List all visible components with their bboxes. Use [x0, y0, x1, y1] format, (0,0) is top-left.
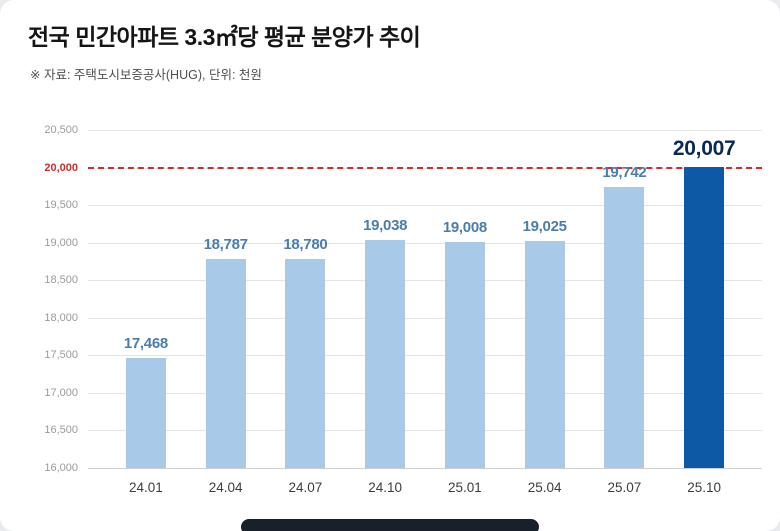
chart-source-note: ※ 자료: 주택도시보증공사(HUG), 단위: 천원: [30, 68, 262, 82]
bar-value-label: 19,038: [363, 216, 408, 234]
bar: [684, 167, 725, 468]
bar-value-label: 17,468: [123, 334, 168, 352]
x-axis-tick-label: 25.01: [447, 480, 482, 495]
y-axis-tick-label: 16,000: [44, 462, 78, 474]
y-axis-tick-label: 17,000: [44, 386, 78, 399]
y-axis-tick-label: 20,000: [44, 161, 78, 174]
y-axis-tick-label: 19,500: [44, 199, 78, 212]
footer-pill: [241, 519, 539, 531]
gridline: [88, 130, 762, 131]
x-axis-tick-label: 24.10: [368, 480, 403, 495]
bar: [125, 357, 166, 468]
gridline: [88, 242, 762, 244]
bar-chart-plot-area: 16,000 16,500 17,000 17,500 18,000 18,500 19,0…: [44, 124, 762, 495]
bar-value-label: 19,008: [442, 219, 487, 237]
y-axis-tick-label: 16,500: [44, 424, 78, 437]
x-axis-tick-label: 24.07: [288, 480, 323, 495]
y-axis-tick-label: 18,500: [44, 274, 78, 287]
x-axis-tick-label: 25.07: [607, 480, 642, 495]
y-axis-tick-label: 19,000: [44, 236, 78, 249]
bar: [444, 242, 485, 468]
gridline: [88, 468, 762, 469]
gridline: [88, 280, 762, 282]
x-axis-tick-label: 25.04: [527, 480, 562, 495]
bar: [524, 240, 565, 468]
bar: [205, 258, 246, 468]
reference-line: [88, 166, 762, 169]
gridline: [88, 317, 762, 319]
x-axis-tick-label: 24.04: [208, 480, 243, 495]
y-axis-tick-label: 17,500: [44, 349, 78, 362]
bar-value-label: 20,007: [672, 137, 736, 161]
bar-value-label: 19,025: [522, 217, 567, 235]
x-axis-tick-label: 25.10: [687, 480, 722, 495]
chart-title: 전국 민간아파트 3.3㎡당 평균 분양가 추이: [28, 24, 421, 50]
y-axis-tick-label: 18,000: [44, 311, 78, 324]
bar: [365, 239, 406, 468]
x-axis-tick-label: 24.01: [128, 480, 163, 495]
bar: [604, 186, 645, 468]
gridline: [88, 392, 762, 394]
y-axis-tick-label: 20,500: [44, 124, 78, 136]
bar-value-label: 18,787: [203, 235, 248, 253]
gridline: [88, 430, 762, 432]
bar-value-label: 19,742: [602, 163, 647, 181]
bar: [285, 259, 326, 468]
gridline: [88, 205, 762, 207]
bar-value-label: 18,780: [283, 236, 328, 254]
gridline: [88, 355, 762, 357]
